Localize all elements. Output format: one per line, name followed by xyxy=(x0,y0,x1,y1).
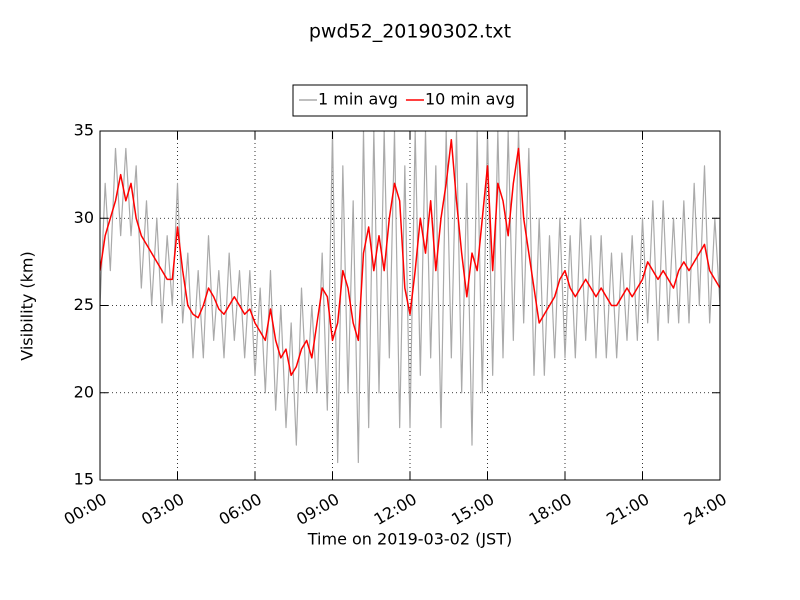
y-axis-label: Visibility (km) xyxy=(18,251,37,360)
y-tick-label: 15 xyxy=(74,470,94,489)
series-line xyxy=(100,138,720,377)
series-line xyxy=(100,131,720,464)
y-tick-label: 30 xyxy=(74,208,94,227)
chart-title: pwd52_20190302.txt xyxy=(309,21,511,43)
y-tick-label: 35 xyxy=(74,121,94,140)
legend: 1 min avg 10 min avg xyxy=(292,84,528,117)
y-tick-label: 20 xyxy=(74,382,94,401)
legend-label: 1 min avg xyxy=(318,90,398,109)
legend-label: 10 min avg xyxy=(425,90,515,109)
plot-lines xyxy=(100,131,720,464)
x-axis-label: Time on 2019-03-02 (JST) xyxy=(307,530,512,549)
y-tick-label: 25 xyxy=(74,295,94,314)
